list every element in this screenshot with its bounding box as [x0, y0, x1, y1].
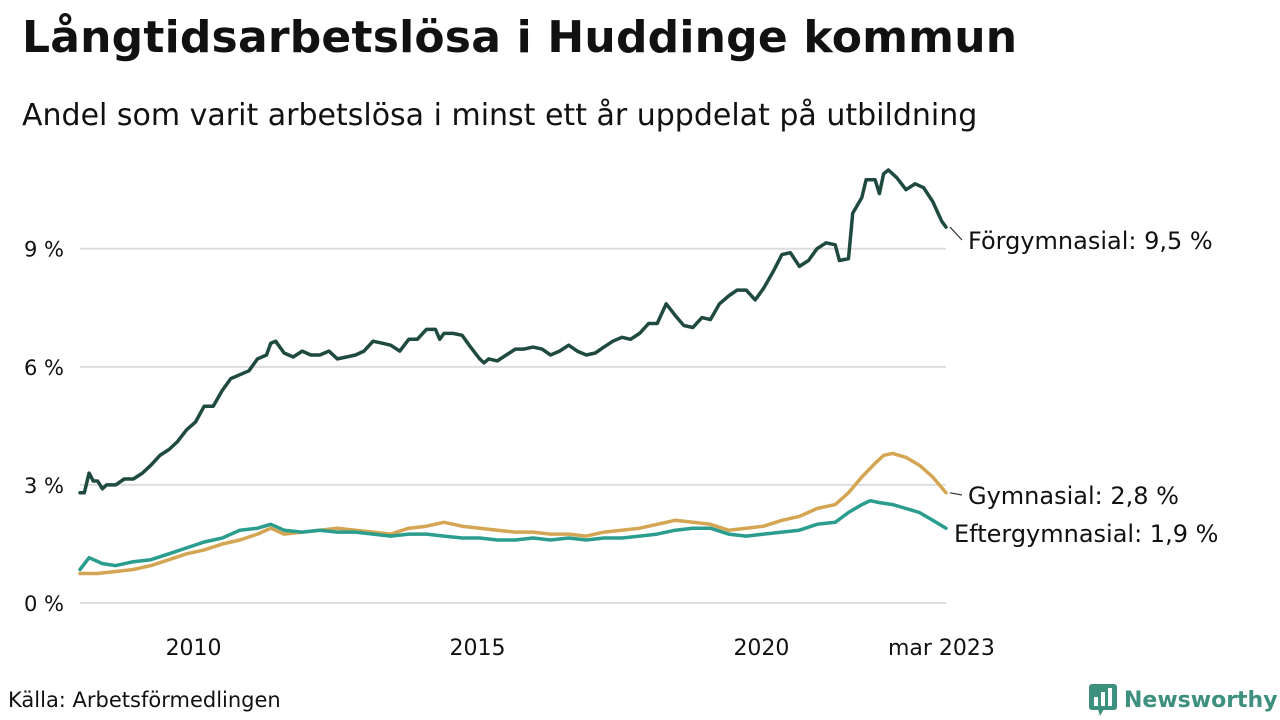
chart-subtitle: Andel som varit arbetslösa i minst ett å… [22, 98, 978, 133]
chart-title: Långtidsarbetslösa i Huddinge kommun [22, 12, 1018, 63]
end-label-leader [949, 226, 963, 241]
x-tick-label: mar 2023 [888, 636, 995, 661]
series-line-gymnasial [78, 451, 948, 576]
end-label-eftergymnasial: Eftergymnasial: 1,9 % [954, 520, 1218, 548]
bar-chart-logo-icon [1089, 684, 1117, 716]
y-tick-label: 9 % [24, 238, 64, 262]
brand-logo[interactable]: Newsworthy [1088, 682, 1278, 718]
x-tick-label: 2015 [450, 636, 506, 661]
y-tick-label: 3 % [24, 474, 64, 498]
end-label-förgymnasial: Förgymnasial: 9,5 % [968, 227, 1213, 255]
end-label-leader [949, 492, 963, 496]
y-tick-label: 6 % [24, 356, 64, 380]
x-tick-label: 2020 [733, 636, 789, 661]
series-line-eftergymnasial [78, 498, 948, 572]
source-note: Källa: Arbetsförmedlingen [8, 688, 281, 712]
x-tick-label: 2010 [166, 636, 222, 661]
series-line-förgymnasial [78, 168, 948, 495]
y-tick-label: 0 % [24, 592, 64, 616]
brand-name: Newsworthy [1124, 687, 1278, 713]
end-label-gymnasial: Gymnasial: 2,8 % [968, 482, 1179, 510]
